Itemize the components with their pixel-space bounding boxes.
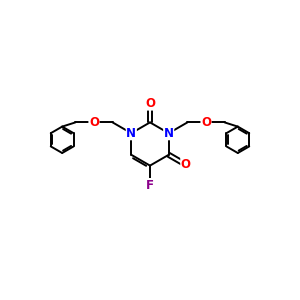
Text: N: N xyxy=(164,127,174,140)
Text: O: O xyxy=(181,158,191,171)
Text: F: F xyxy=(146,178,154,192)
Text: N: N xyxy=(126,127,136,140)
Text: O: O xyxy=(145,97,155,110)
Text: O: O xyxy=(201,116,211,129)
Text: O: O xyxy=(89,116,99,129)
